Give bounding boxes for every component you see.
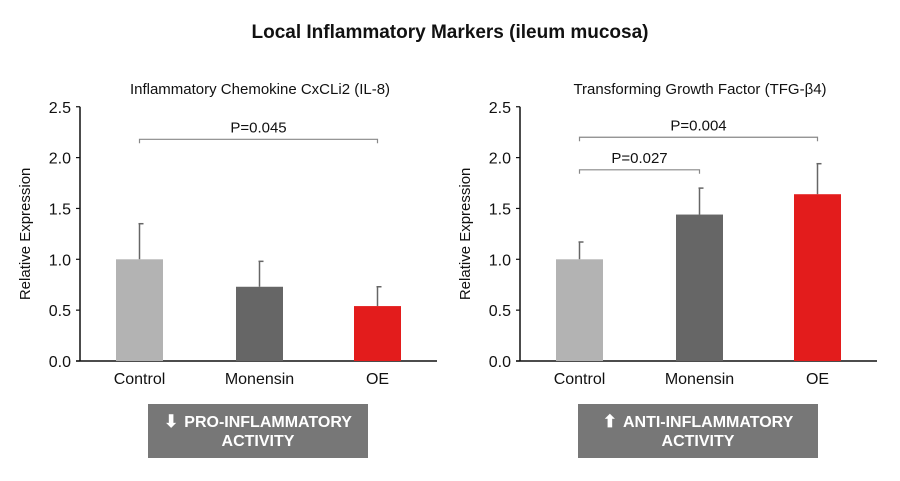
y-tick-label: 1.0 bbox=[489, 252, 511, 269]
x-tick-label: Monensin bbox=[665, 371, 734, 388]
p-value-label: P=0.045 bbox=[230, 119, 286, 136]
significance-bracket bbox=[578, 169, 701, 174]
callout-line1: ANTI-INFLAMMATORY bbox=[622, 414, 794, 431]
significance-bracket bbox=[138, 138, 379, 144]
bar-monensin bbox=[676, 214, 723, 361]
chart-title: Transforming Growth Factor (TFG-β4) bbox=[573, 81, 826, 98]
callout-line2: ACTIVITY bbox=[661, 433, 735, 450]
bar-monensin bbox=[236, 286, 283, 361]
p-value-label: P=0.027 bbox=[611, 150, 667, 167]
y-axis-label: Relative Expression bbox=[457, 168, 474, 301]
bar-oe bbox=[354, 306, 401, 361]
bar-oe bbox=[794, 194, 841, 361]
anti-inflammatory-callout: ⬆ ANTI-INFLAMMATORY ACTIVITY bbox=[578, 404, 818, 458]
chart-title: Inflammatory Chemokine CxCLi2 (IL-8) bbox=[130, 81, 390, 98]
y-tick-label: 0.5 bbox=[49, 303, 71, 320]
bar-control bbox=[116, 259, 163, 361]
pro-inflammatory-callout: ⬇ PRO-INFLAMMATORY ACTIVITY bbox=[148, 404, 368, 458]
y-tick-label: 1.0 bbox=[49, 252, 71, 269]
y-tick-label: 0.5 bbox=[489, 303, 511, 320]
y-tick-label: 1.5 bbox=[49, 201, 71, 218]
y-axis-label: Relative Expression bbox=[17, 168, 34, 301]
p-value-label: P=0.004 bbox=[670, 117, 726, 134]
y-tick-label: 2.5 bbox=[489, 100, 511, 117]
x-tick-label: OE bbox=[806, 371, 829, 388]
arrow-up-icon: ⬆ bbox=[602, 412, 617, 431]
bar-control bbox=[556, 259, 603, 361]
y-tick-label: 0.0 bbox=[49, 354, 71, 371]
significance-bracket bbox=[578, 136, 819, 142]
x-tick-label: Monensin bbox=[225, 371, 294, 388]
x-tick-label: Control bbox=[554, 371, 606, 388]
y-tick-label: 2.5 bbox=[49, 100, 71, 117]
y-tick-label: 1.5 bbox=[489, 201, 511, 218]
arrow-down-icon: ⬇ bbox=[164, 412, 179, 431]
y-tick-label: 2.0 bbox=[49, 151, 71, 168]
callout-line2: ACTIVITY bbox=[221, 433, 295, 450]
figure-title: Local Inflammatory Markers (ileum mucosa… bbox=[251, 22, 649, 43]
callout-line1: PRO-INFLAMMATORY bbox=[184, 414, 352, 431]
y-tick-label: 2.0 bbox=[489, 151, 511, 168]
y-tick-label: 0.0 bbox=[489, 354, 511, 371]
x-tick-label: Control bbox=[114, 371, 166, 388]
x-tick-label: OE bbox=[366, 371, 389, 388]
